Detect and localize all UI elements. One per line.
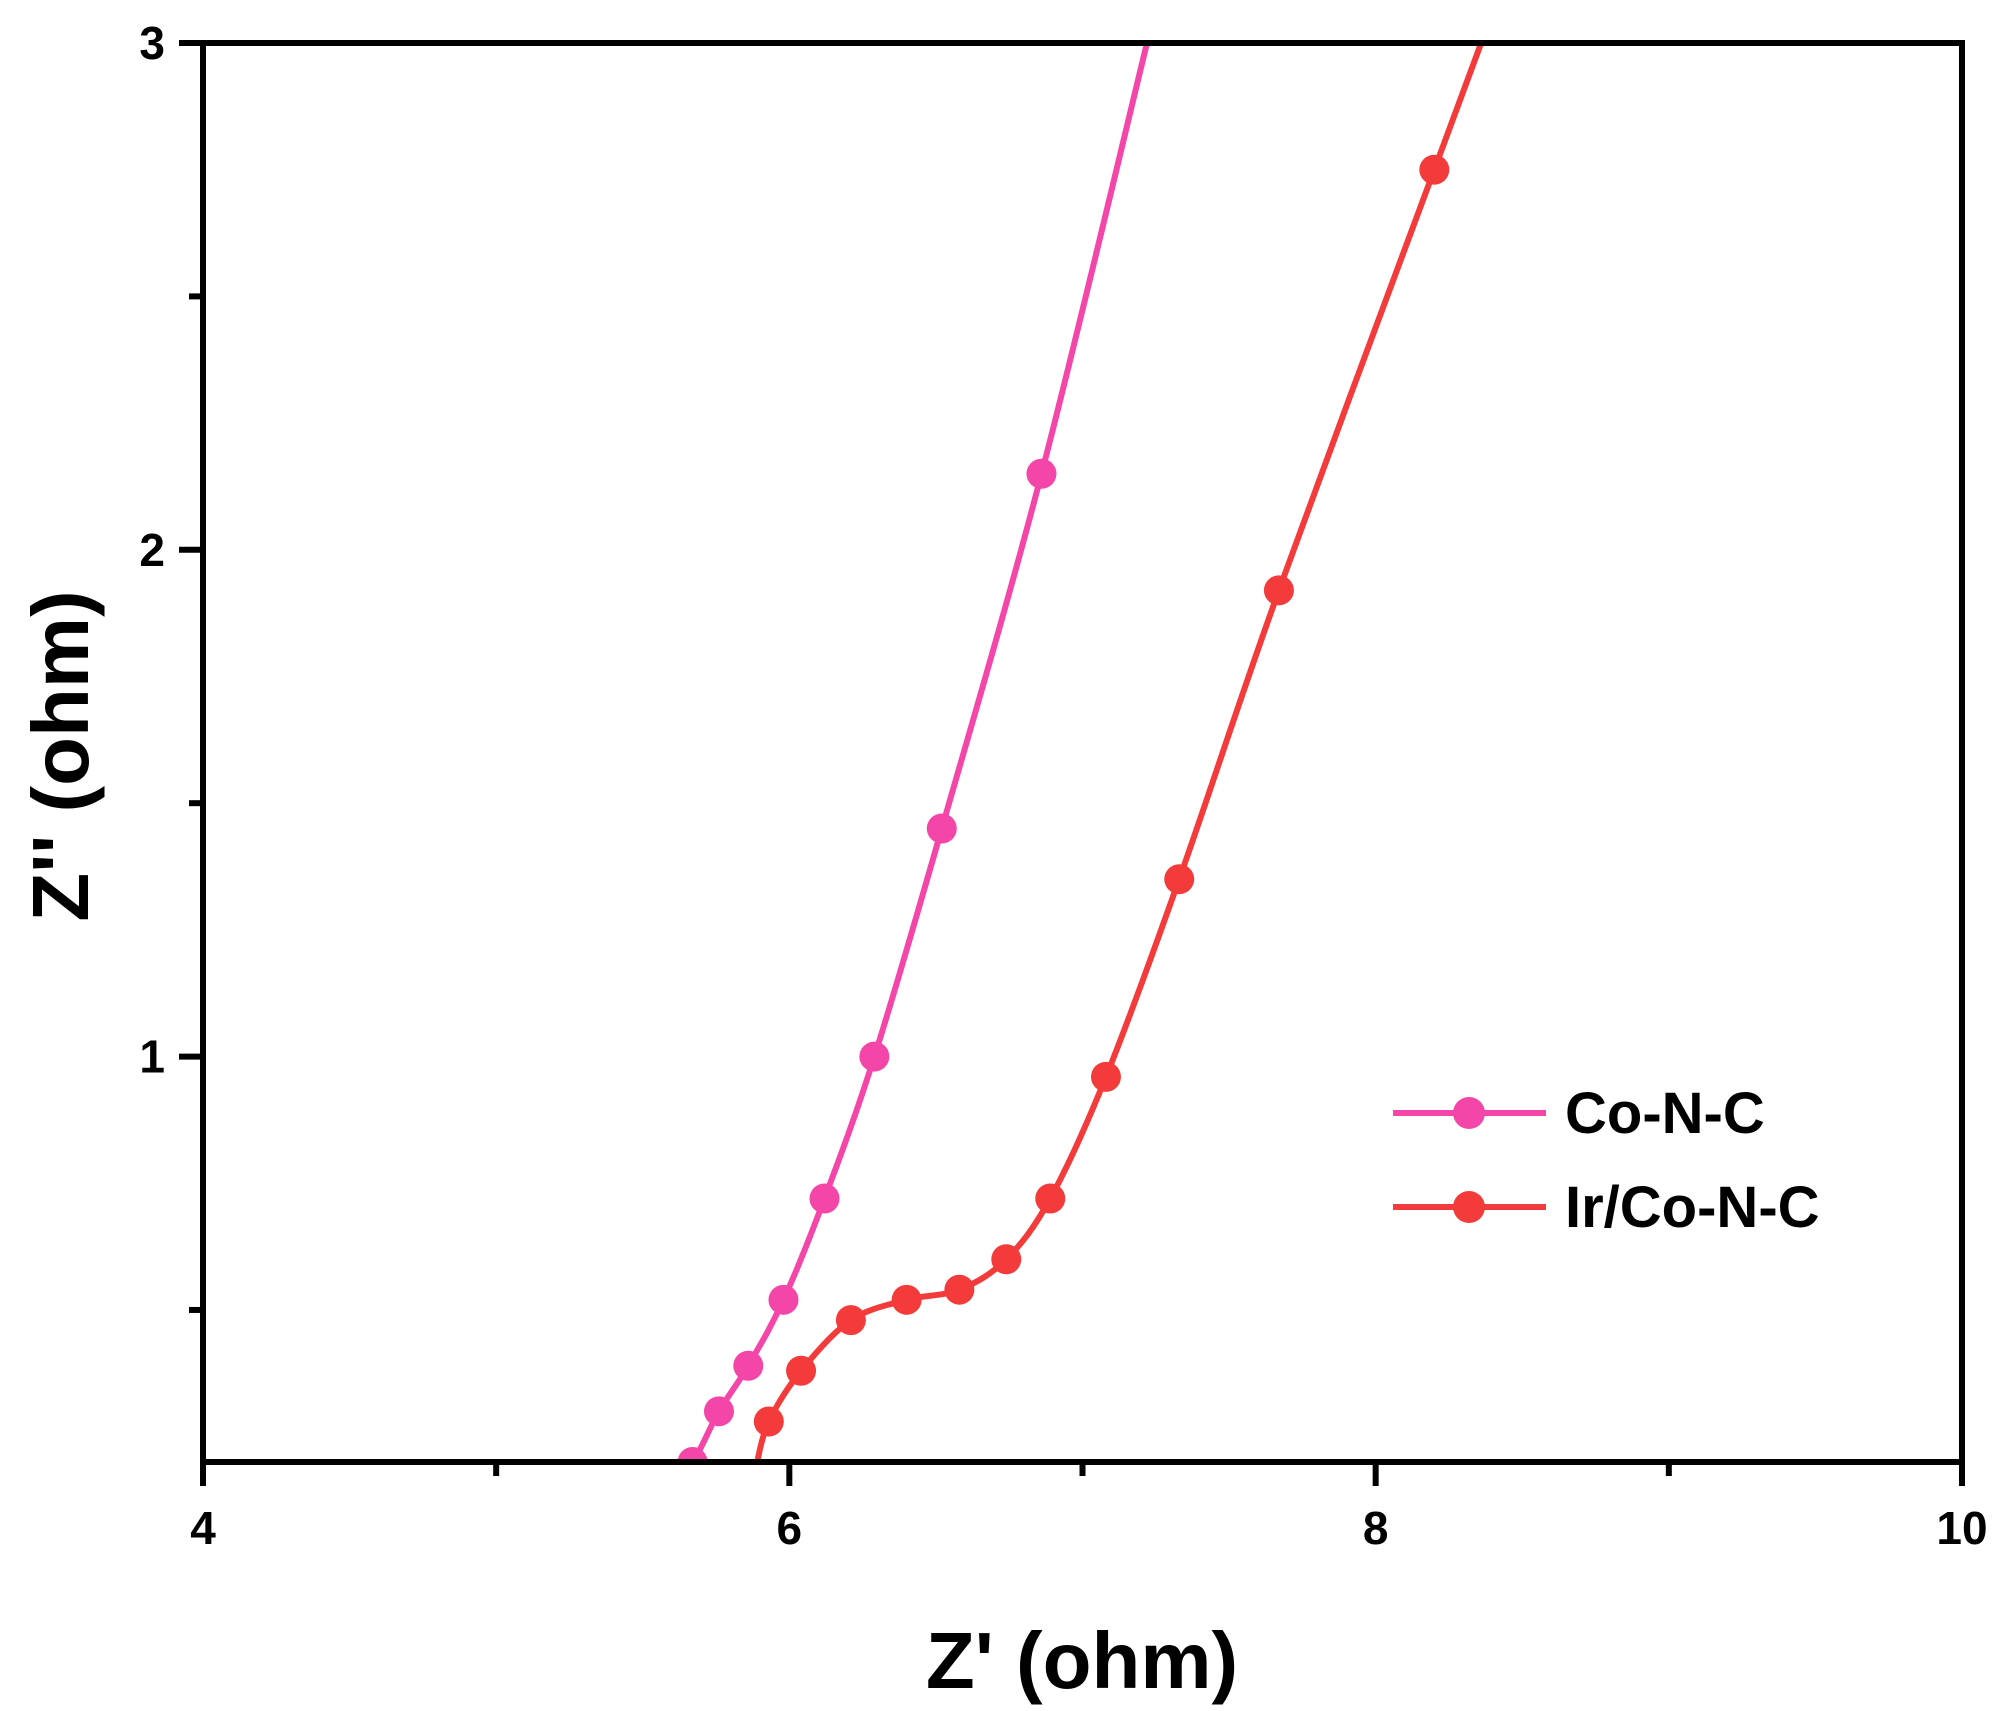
data-point-co-n-c-6 [926, 813, 957, 844]
data-point-co-n-c-2 [733, 1350, 764, 1381]
x-tick-label: 4 [190, 1502, 216, 1554]
data-point-ir-co-n-c-6 [1035, 1183, 1066, 1214]
legend-label: Ir/Co-N-C [1565, 1175, 1820, 1240]
data-point-co-n-c-5 [859, 1041, 890, 1072]
data-point-ir-co-n-c-2 [835, 1305, 866, 1336]
series-co-n-c [674, 43, 1150, 1462]
series-line-co-n-c [674, 43, 1150, 1462]
data-point-ir-co-n-c-8 [1164, 864, 1195, 895]
data-point-ir-co-n-c-0 [753, 1406, 784, 1437]
data-point-ir-co-n-c-4 [944, 1274, 975, 1305]
x-tick-label: 10 [1936, 1502, 1987, 1554]
x-tick-label: 6 [777, 1502, 803, 1554]
plot-series [674, 43, 1485, 1462]
x-axis-label: Z' (ohm) [926, 1616, 1238, 1705]
data-point-ir-co-n-c-1 [786, 1355, 817, 1386]
y-axis-label: Z'' (ohm) [16, 590, 105, 921]
data-point-co-n-c-1 [703, 1396, 734, 1427]
data-point-co-n-c-0 [677, 1447, 708, 1462]
data-point-ir-co-n-c-5 [991, 1244, 1022, 1275]
data-point-co-n-c-7 [1026, 458, 1057, 489]
y-tick-label: 2 [139, 524, 165, 576]
y-tick-label: 3 [139, 17, 165, 69]
data-point-ir-co-n-c-3 [891, 1284, 922, 1315]
data-point-ir-co-n-c-9 [1263, 575, 1294, 606]
legend-entry-co-n-c: Co-N-C [1393, 1081, 1765, 1146]
legend-marker [1453, 1191, 1485, 1223]
data-point-ir-co-n-c-7 [1090, 1061, 1121, 1092]
data-point-co-n-c-3 [768, 1284, 799, 1315]
series-ir-co-n-c [753, 43, 1485, 1462]
series-line-ir-co-n-c [754, 43, 1485, 1462]
y-tick-label: 1 [139, 1031, 165, 1083]
legend-entry-ir-co-n-c: Ir/Co-N-C [1393, 1175, 1820, 1240]
data-point-co-n-c-4 [809, 1183, 840, 1214]
data-point-ir-co-n-c-10 [1419, 154, 1450, 185]
x-tick-label: 8 [1363, 1502, 1389, 1554]
legend: Co-N-C Ir/Co-N-C [1393, 1081, 1820, 1240]
legend-label: Co-N-C [1565, 1081, 1765, 1146]
plot-frame [200, 40, 1965, 1465]
legend-marker [1453, 1097, 1485, 1129]
